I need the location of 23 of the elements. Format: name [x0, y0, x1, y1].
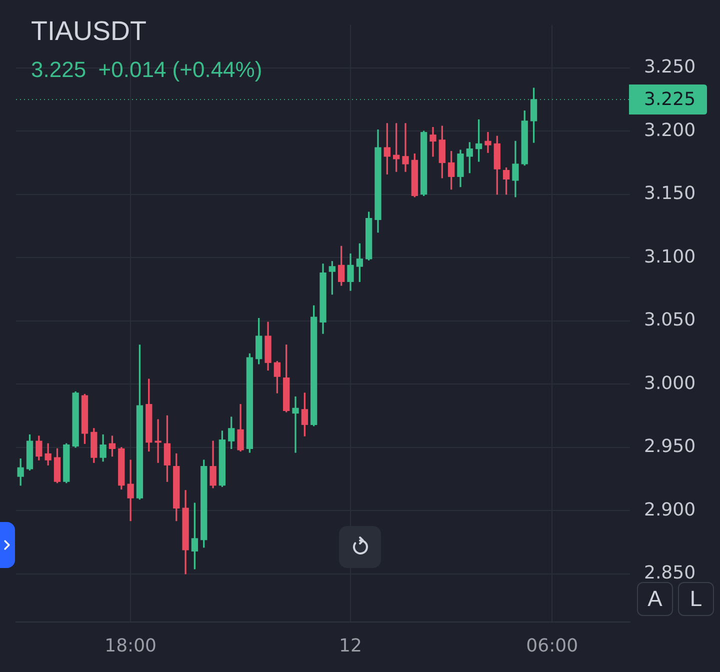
y-tick-label: 3.050 [644, 310, 696, 331]
x-tick-label: 06:00 [526, 635, 578, 656]
candlestick [430, 126, 436, 157]
candlestick [484, 132, 492, 153]
ref-line-label: 3.225 [644, 89, 696, 110]
y-tick-label: 3.100 [644, 246, 696, 268]
y-tick-label: 3.150 [644, 183, 696, 204]
candlestick [402, 123, 409, 172]
text-button: L [678, 582, 714, 616]
x-tick-label: 18:00 [104, 635, 156, 656]
y-tick-label: 2.900 [644, 499, 696, 520]
y-tick-label: 3.000 [644, 372, 696, 394]
candlestick [127, 460, 134, 522]
chart-title: TIAUSDT [31, 15, 147, 47]
text: 3.225 +0.014 (+0.44%) [31, 57, 262, 83]
candlestick [154, 419, 162, 463]
candlestick [292, 396, 299, 453]
x-tick-label: 12 [339, 635, 362, 656]
y-tick-label: 3.250 [644, 56, 696, 78]
text-button: A [637, 582, 673, 616]
y-tick-label: 2.850 [644, 562, 696, 584]
y-tick-label: 3.200 [644, 120, 696, 141]
y-tick-label: 2.950 [644, 436, 696, 458]
